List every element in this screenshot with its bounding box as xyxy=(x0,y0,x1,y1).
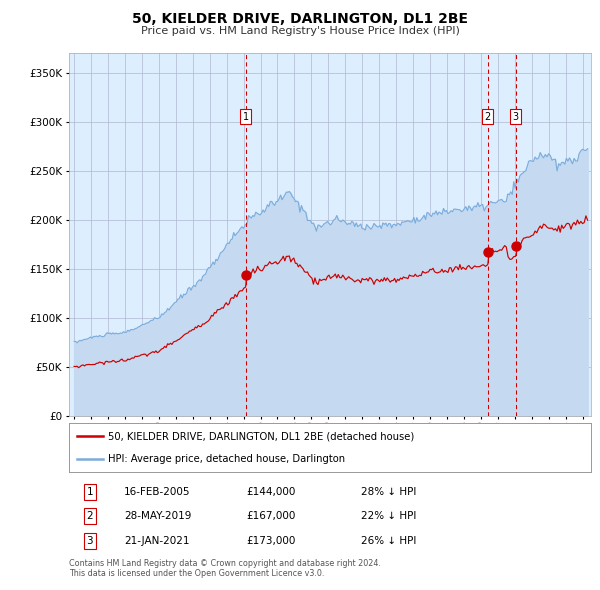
Text: 3: 3 xyxy=(512,112,518,122)
Text: Price paid vs. HM Land Registry's House Price Index (HPI): Price paid vs. HM Land Registry's House … xyxy=(140,26,460,36)
Text: 50, KIELDER DRIVE, DARLINGTON, DL1 2BE (detached house): 50, KIELDER DRIVE, DARLINGTON, DL1 2BE (… xyxy=(108,431,415,441)
Text: 26% ↓ HPI: 26% ↓ HPI xyxy=(361,536,416,546)
Text: £144,000: £144,000 xyxy=(247,487,296,497)
Text: £173,000: £173,000 xyxy=(247,536,296,546)
Text: 50, KIELDER DRIVE, DARLINGTON, DL1 2BE: 50, KIELDER DRIVE, DARLINGTON, DL1 2BE xyxy=(132,12,468,26)
Text: 1: 1 xyxy=(86,487,93,497)
Text: 21-JAN-2021: 21-JAN-2021 xyxy=(124,536,190,546)
Text: This data is licensed under the Open Government Licence v3.0.: This data is licensed under the Open Gov… xyxy=(69,569,325,578)
Text: 16-FEB-2005: 16-FEB-2005 xyxy=(124,487,190,497)
Text: 3: 3 xyxy=(86,536,93,546)
Text: 28-MAY-2019: 28-MAY-2019 xyxy=(124,512,191,521)
Text: HPI: Average price, detached house, Darlington: HPI: Average price, detached house, Darl… xyxy=(108,454,345,464)
Text: 22% ↓ HPI: 22% ↓ HPI xyxy=(361,512,416,521)
Text: £167,000: £167,000 xyxy=(247,512,296,521)
Text: 2: 2 xyxy=(485,112,491,122)
Text: 1: 1 xyxy=(242,112,248,122)
Text: 2: 2 xyxy=(86,512,93,521)
Text: 28% ↓ HPI: 28% ↓ HPI xyxy=(361,487,416,497)
Text: Contains HM Land Registry data © Crown copyright and database right 2024.: Contains HM Land Registry data © Crown c… xyxy=(69,559,381,568)
